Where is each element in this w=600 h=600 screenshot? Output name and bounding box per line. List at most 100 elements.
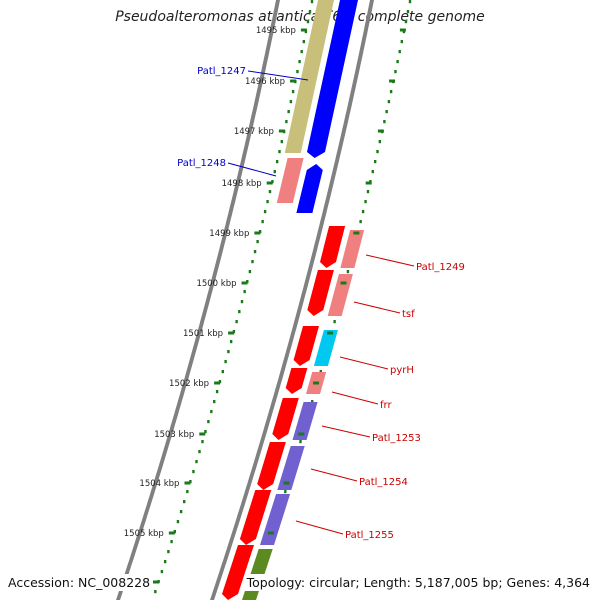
gene-label: Patl_1253	[372, 433, 421, 444]
tick-labels: 1495 kbp 1496 kbp 1497 kbp 1498 kbp 1499 kbp…	[124, 26, 406, 588]
leader-line	[295, 520, 344, 535]
tick-mark	[228, 331, 235, 335]
gene-label: Patl_1254	[359, 477, 408, 488]
inner-ring-dot	[170, 540, 173, 544]
inner-ring-dot	[227, 350, 230, 354]
tick-label: 1495 kbp	[256, 26, 296, 36]
outer-tick-mark	[377, 129, 384, 133]
gene-patl-1248-arrow	[296, 164, 323, 213]
inner-ring-dot	[163, 560, 167, 564]
inner-ring-dot	[221, 370, 224, 374]
tick-label: 1496 kbp	[245, 77, 285, 87]
inner-ring-dot	[289, 100, 293, 104]
leader-line	[321, 425, 371, 438]
inner-ring-dot	[266, 200, 269, 204]
inner-ring-dot	[243, 290, 246, 294]
label-leaders	[227, 70, 415, 535]
outer-tick-mark	[353, 231, 360, 235]
inner-ring-dot	[204, 430, 207, 434]
outer-ring-dot	[284, 490, 287, 494]
outer-tick-mark	[340, 281, 347, 285]
outer-tick-mark	[283, 481, 290, 485]
gene-frr-arrow	[285, 368, 308, 394]
inner-ring-dot	[248, 270, 252, 274]
tick-mark	[152, 580, 159, 584]
gene-label: Patl_1248	[177, 158, 226, 169]
tick-mark	[168, 531, 175, 535]
outer-ring-dot	[299, 440, 302, 444]
outer-tick-mark	[389, 79, 396, 83]
inner-ring-dot	[280, 140, 284, 144]
tick-mark	[214, 381, 221, 385]
inner-ring-dot	[304, 30, 308, 34]
inner-ring-dot	[207, 420, 210, 424]
inner-ring-dot	[154, 590, 157, 594]
inner-ring-dot	[278, 150, 281, 154]
inner-ring-dot	[263, 210, 267, 214]
gene-pyrH-arrow	[293, 326, 319, 366]
inner-ring-dot	[238, 310, 241, 314]
outer-ring-dot	[311, 400, 314, 404]
gene-patl-1249-arrow	[320, 226, 346, 268]
inner-ring-dot	[195, 460, 198, 464]
inner-ring-dot	[183, 500, 186, 504]
inner-ring-dot	[201, 440, 204, 444]
gene-pyrH-cds	[313, 330, 338, 366]
inner-ring-dot	[300, 50, 303, 54]
outer-ring-dot	[406, 10, 410, 14]
inner-ring-dot	[176, 520, 180, 524]
leader-line	[331, 391, 379, 405]
inner-ring-dot	[310, 0, 314, 4]
outer-ring-dot	[402, 30, 406, 34]
tick-mark	[300, 28, 307, 32]
outer-tick-mark	[298, 432, 305, 436]
outer-ring-dot	[394, 70, 397, 74]
gene-patl-1247-arrow	[307, 0, 358, 158]
outer-ring-dot	[361, 210, 365, 214]
outer-ring-dot	[387, 100, 391, 104]
tick-label: 1497 kbp	[234, 127, 274, 137]
inner-ring-dot	[224, 360, 227, 364]
gene-patl-1249-cds	[340, 230, 365, 268]
accession-label: Accession: NC_008228	[6, 574, 153, 591]
outer-ring-dot	[366, 190, 370, 194]
outer-ring-dot	[383, 120, 386, 124]
inner-ring-dot	[235, 320, 238, 324]
outer-tick-mark	[313, 381, 320, 385]
outer-ring-dot	[319, 370, 322, 374]
inner-ring-dot	[210, 410, 213, 414]
outer-ring-dot	[359, 220, 362, 224]
outer-tick-mark	[327, 331, 334, 335]
leader-line	[227, 162, 277, 177]
inner-line	[116, 0, 280, 600]
inner-ring-dot	[273, 170, 276, 174]
outer-ring-dot	[364, 200, 367, 204]
inner-ring-dot	[229, 340, 233, 344]
outer-ring-dot	[346, 270, 350, 274]
tick-mark	[254, 231, 261, 235]
gene-label: Patl_1249	[416, 262, 465, 273]
tick-mark	[199, 432, 206, 436]
inner-ring-dot	[179, 510, 183, 514]
outer-ring-dot	[333, 320, 336, 324]
tick-mark	[241, 281, 248, 285]
tick-label: 1498 kbp	[222, 179, 262, 189]
gene-label: Patl_1247	[197, 66, 246, 77]
tick-label: 1503 kbp	[154, 430, 194, 440]
gene-patl-1248-cds	[276, 158, 304, 203]
inner-ring-dot	[287, 110, 290, 114]
leader-line	[339, 356, 389, 370]
tick-mark	[278, 129, 285, 133]
outer-ring-dot	[400, 40, 404, 44]
outer-ring-dot	[408, 0, 412, 4]
leader-line	[353, 301, 401, 314]
outer-ring-dot	[396, 60, 399, 64]
inner-ring-dot	[186, 490, 189, 494]
genome-title: Pseudoalteromonas atlantica T6c, complet…	[115, 9, 485, 25]
leader-line	[365, 254, 415, 267]
inner-ring-dot	[240, 300, 244, 304]
inner-ring-dot	[308, 10, 312, 14]
outer-ring-dot	[376, 150, 379, 154]
